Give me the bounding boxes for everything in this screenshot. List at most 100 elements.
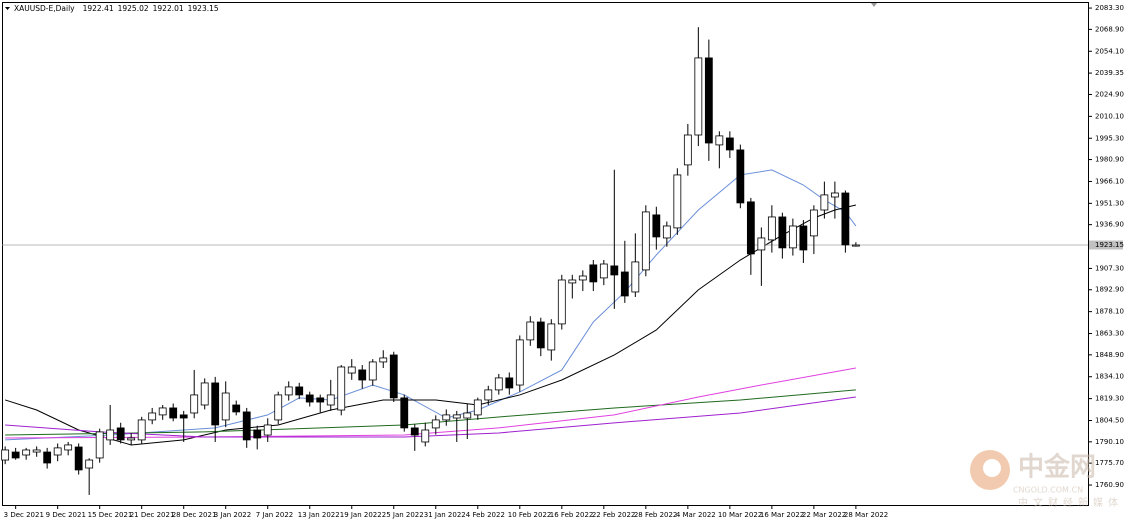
candle-body	[809, 209, 818, 237]
y-tick-label: 1892.90	[1095, 286, 1124, 294]
x-tick-label: 16 Mar 2022	[760, 511, 804, 519]
y-tick-label: 2010.10	[1095, 112, 1124, 120]
x-tick-label: 28 Mar 2022	[844, 511, 888, 519]
x-tick-label: 3 Jan 2022	[214, 511, 252, 519]
x-tick-label: 28 Dec 2021	[172, 511, 217, 519]
candle-body	[610, 265, 619, 276]
candle-body	[242, 411, 251, 441]
candle-body	[767, 216, 776, 241]
y-tick-label: 1863.30	[1095, 330, 1124, 338]
candle-body	[736, 149, 745, 204]
x-tick-label: 9 Dec 2021	[46, 511, 86, 519]
candle-body	[421, 429, 430, 443]
candle-body	[232, 404, 241, 413]
candle-body	[515, 339, 524, 386]
candle-body	[368, 361, 377, 381]
candle-body	[200, 382, 209, 406]
candle-body	[641, 211, 650, 271]
header-low: 1922.01	[153, 4, 184, 13]
candle-body	[851, 244, 860, 247]
candle-body	[484, 389, 493, 401]
watermark: 中金网 CNGOLD.COM.CN 中文财经新媒体	[970, 450, 1123, 509]
candle-body	[221, 392, 230, 421]
candle-body	[578, 275, 587, 281]
candle-body	[820, 194, 829, 211]
y-tick-label: 1951.30	[1095, 199, 1124, 207]
candle-body	[473, 399, 482, 416]
x-tick-label: 4 Mar 2022	[676, 511, 716, 519]
candle-body	[116, 427, 125, 441]
y-tick-label: 1804.50	[1095, 417, 1124, 425]
candle-body	[305, 394, 314, 403]
candle-body	[43, 451, 52, 464]
candle-body	[778, 216, 787, 249]
candle-body	[190, 394, 199, 414]
y-tick-label: 2068.90	[1095, 25, 1124, 33]
candle-body	[211, 382, 220, 426]
candle-body	[295, 386, 304, 396]
candle-body	[274, 394, 283, 421]
x-tick-label: 16 Feb 2022	[550, 511, 594, 519]
y-tick-label: 2054.10	[1095, 47, 1124, 55]
candle-body	[263, 424, 272, 436]
watermark-slogan: 中文财经新媒体	[1018, 496, 1123, 509]
candle-body	[253, 429, 262, 439]
y-tick-label: 2039.35	[1095, 69, 1124, 77]
candle-body	[830, 192, 839, 198]
watermark-logo-inner	[983, 459, 1001, 477]
candle-body	[32, 449, 41, 453]
candle-body	[757, 237, 766, 251]
candle-body	[526, 321, 535, 341]
header-high: 1925.02	[118, 4, 149, 13]
menu-arrow	[5, 7, 10, 10]
x-tick-label: 22 Feb 2022	[592, 511, 636, 519]
current-price-box	[1089, 240, 1123, 250]
candle-body	[746, 201, 755, 255]
y-tick-label: 1775.70	[1095, 459, 1124, 467]
y-tick-label: 1834.10	[1095, 373, 1124, 381]
candle-body	[620, 271, 629, 297]
x-tick-label: 13 Jan 2022	[298, 511, 340, 519]
candle-body	[442, 414, 451, 421]
candle-body	[704, 57, 713, 144]
y-tick-label: 1980.90	[1095, 156, 1124, 164]
candle-body	[536, 321, 545, 349]
candle-body	[694, 57, 703, 136]
candle-body	[1, 449, 10, 461]
candle-body	[379, 357, 388, 363]
candle-body	[158, 407, 167, 416]
y-tick-label: 1907.30	[1095, 264, 1124, 272]
candle-body	[74, 446, 83, 471]
candle-body	[22, 449, 31, 456]
watermark-site: CNGOLD.COM.CN	[1013, 486, 1083, 495]
x-tick-label: 21 Dec 2021	[130, 511, 175, 519]
candle-body	[127, 437, 136, 441]
candle-body	[95, 431, 104, 459]
candle-body	[106, 429, 115, 441]
candle-body	[683, 134, 692, 166]
candle-body	[662, 225, 671, 239]
candle-body	[715, 135, 724, 146]
x-tick-label: 19 Jan 2022	[340, 511, 382, 519]
x-tick-label: 3 Dec 2021	[4, 511, 44, 519]
candle-body	[589, 264, 598, 283]
candle-body	[505, 377, 514, 389]
candle-body	[725, 137, 734, 151]
candle-body	[568, 279, 577, 284]
candle-body	[137, 419, 146, 441]
x-tick-label: 25 Jan 2022	[382, 511, 424, 519]
candle-body	[431, 419, 440, 429]
candle-body	[169, 407, 178, 419]
y-tick-label: 1966.10	[1095, 177, 1124, 185]
symbol-header: XAUUSD-E,Daily	[14, 4, 75, 13]
x-tick-label: 4 Feb 2022	[466, 511, 505, 519]
x-tick-label: 22 Mar 2022	[802, 511, 846, 519]
x-tick-label: 7 Jan 2022	[256, 511, 294, 519]
candle-body	[788, 225, 797, 249]
y-tick-label: 1760.90	[1095, 481, 1124, 489]
candle-body	[326, 394, 335, 406]
current-price-label: 1923.15	[1095, 241, 1124, 249]
candle-body	[53, 447, 62, 456]
candle-body	[148, 412, 157, 421]
